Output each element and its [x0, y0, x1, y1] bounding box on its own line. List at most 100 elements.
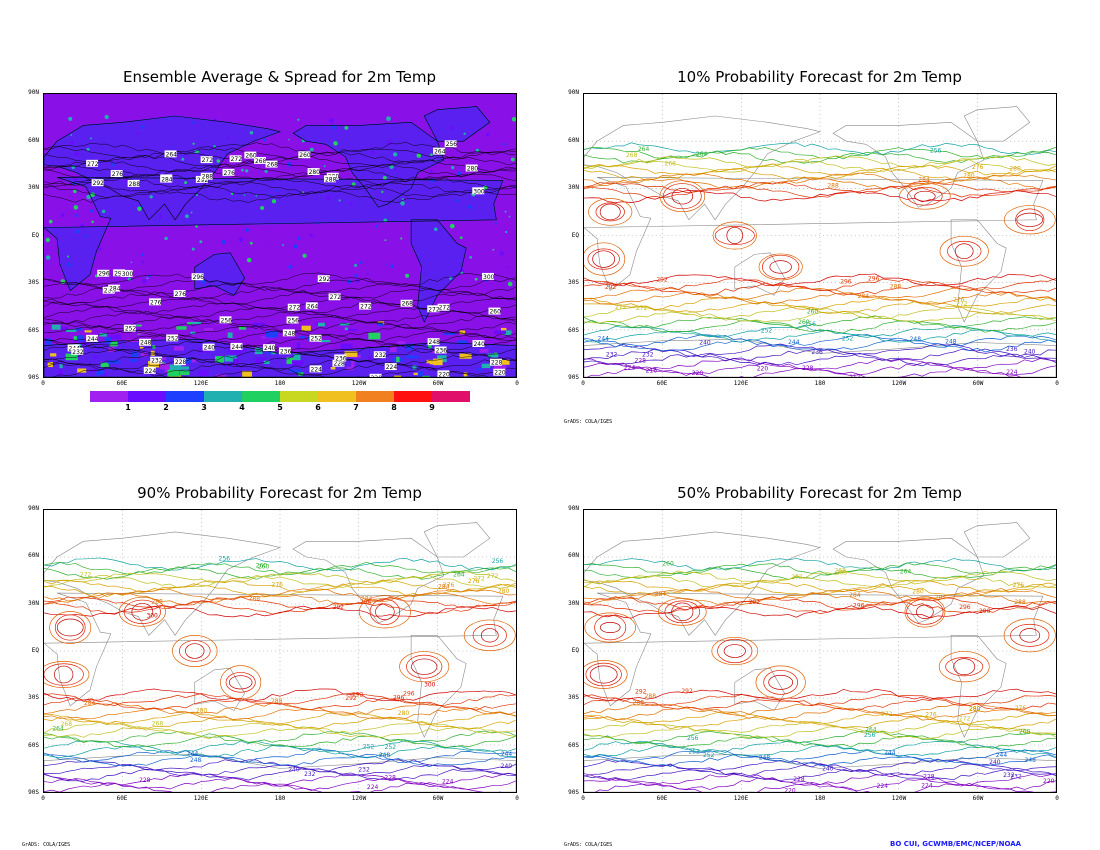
spread-patch	[227, 332, 233, 338]
contour-value-label: 248	[759, 755, 771, 762]
legend-label: 2	[163, 403, 169, 412]
contour-value-label: 220	[438, 371, 450, 377]
spread-speckle	[302, 191, 304, 194]
panel-title-90pct: 90% Probability Forecast for 2m Temp	[137, 484, 422, 502]
contour-value-label: 288	[271, 698, 283, 705]
spread-patch	[190, 321, 202, 325]
spread-speckle	[213, 118, 217, 122]
spread-speckle	[511, 117, 516, 122]
spread-speckle	[286, 162, 292, 167]
lon-tick-label: 60E	[656, 380, 668, 387]
warm-contour-loop	[123, 599, 161, 624]
coastline	[292, 537, 445, 624]
spread-patch	[459, 353, 472, 359]
isotherm-contour	[44, 571, 516, 585]
lat-tick-label: 30N	[28, 184, 39, 191]
contour-value-label: 272	[636, 305, 648, 312]
warm-contour-loop	[916, 604, 934, 619]
spread-speckle	[351, 182, 356, 187]
contour-value-label: 268	[626, 152, 638, 159]
isotherm-contour	[44, 749, 516, 763]
contour-value-label: 224	[921, 783, 933, 790]
warm-contour-loop	[769, 260, 792, 274]
contour-value-label: 284	[438, 584, 450, 591]
isotherm-contour	[584, 566, 1056, 580]
spread-speckle	[249, 131, 254, 135]
map-50pct: 272 276 280 284 288 292 296 260 264 248 244 240 232 2…	[583, 509, 1057, 793]
spread-patch	[292, 360, 304, 366]
warm-contour-loop	[938, 651, 990, 683]
lat-tick-label: 30S	[28, 279, 39, 286]
contour-value-label: 256	[446, 141, 458, 148]
isotherm-contour	[584, 754, 1056, 767]
contour-value-label: 256	[930, 147, 942, 154]
contour-value-label: 292	[656, 276, 668, 283]
spread-speckle	[85, 234, 88, 238]
isotherm-contour	[584, 305, 1056, 319]
legend-label: 4	[239, 403, 245, 412]
contour-value-label: 272	[881, 711, 893, 718]
lat-tick-label: 60N	[568, 136, 579, 144]
contour-label-bg	[86, 159, 99, 167]
spread-speckle	[94, 274, 98, 278]
isotherm-contour	[44, 357, 516, 371]
contour-label-bg	[191, 273, 204, 281]
contour-value-label: 272	[959, 716, 971, 723]
coastline	[584, 592, 1044, 707]
contour-value-label: 240	[989, 759, 1001, 766]
spread-patch	[66, 329, 77, 332]
isotherm-contour	[44, 566, 516, 580]
spread-patch	[108, 334, 122, 340]
warm-contour-loop	[472, 623, 507, 647]
isotherm-contour	[584, 287, 1056, 301]
warm-contour-loop	[768, 674, 794, 690]
spread-speckle	[213, 145, 216, 148]
spread-patch	[107, 360, 121, 364]
lat-tick-label: 30S	[568, 694, 579, 702]
contour-value-label: 288	[151, 599, 163, 606]
isotherm-contour	[584, 343, 1056, 358]
spread-speckle	[195, 193, 199, 197]
warm-contour-loop	[664, 600, 701, 624]
contour-label-bg	[139, 338, 152, 346]
spread-speckle	[73, 177, 78, 182]
contour-value-label: 252	[311, 336, 323, 343]
lat-tick-label: 60S	[28, 326, 39, 334]
warm-contour-loop	[904, 596, 946, 628]
spread-patch	[186, 322, 191, 325]
contour-value-label: 300	[122, 271, 134, 278]
contour-value-label: 240	[204, 345, 216, 352]
isotherm-contour	[44, 141, 516, 156]
warm-contour-loop	[947, 240, 982, 262]
contour-value-label: 292	[605, 284, 617, 291]
spread-speckle	[149, 195, 153, 199]
isotherm-contour	[44, 688, 516, 702]
contour-value-label: 240	[288, 766, 300, 773]
lat-tick-label: 30S	[568, 279, 579, 286]
spread-speckle	[68, 116, 73, 121]
isotherm-contour	[584, 362, 1056, 376]
lon-tick-label: 60E	[116, 795, 128, 802]
isotherm-contour	[44, 325, 516, 339]
spread-speckle	[508, 215, 511, 218]
lat-tick-label: 90S	[28, 789, 39, 796]
spread-patch	[296, 342, 301, 350]
spread-patch	[419, 363, 430, 368]
warm-contour-loop	[220, 665, 262, 700]
contour-value-label: 260	[256, 562, 268, 569]
spread-speckle	[309, 147, 314, 152]
coastline	[734, 667, 785, 711]
spread-speckle	[329, 118, 334, 124]
spread-patch	[180, 366, 190, 370]
warm-contour-loop	[671, 602, 694, 622]
contour-value-label: 260	[798, 319, 810, 326]
isotherm-contour	[44, 721, 516, 735]
contour-value-label: 296	[393, 694, 405, 701]
warm-contour-loop	[411, 658, 438, 675]
spread-speckle	[74, 213, 79, 218]
contour-value-label: 300	[473, 188, 485, 195]
contour-label-bg	[86, 334, 99, 342]
spread-speckle	[185, 214, 189, 219]
spread-patch	[216, 374, 227, 377]
spread-speckle	[89, 137, 92, 140]
